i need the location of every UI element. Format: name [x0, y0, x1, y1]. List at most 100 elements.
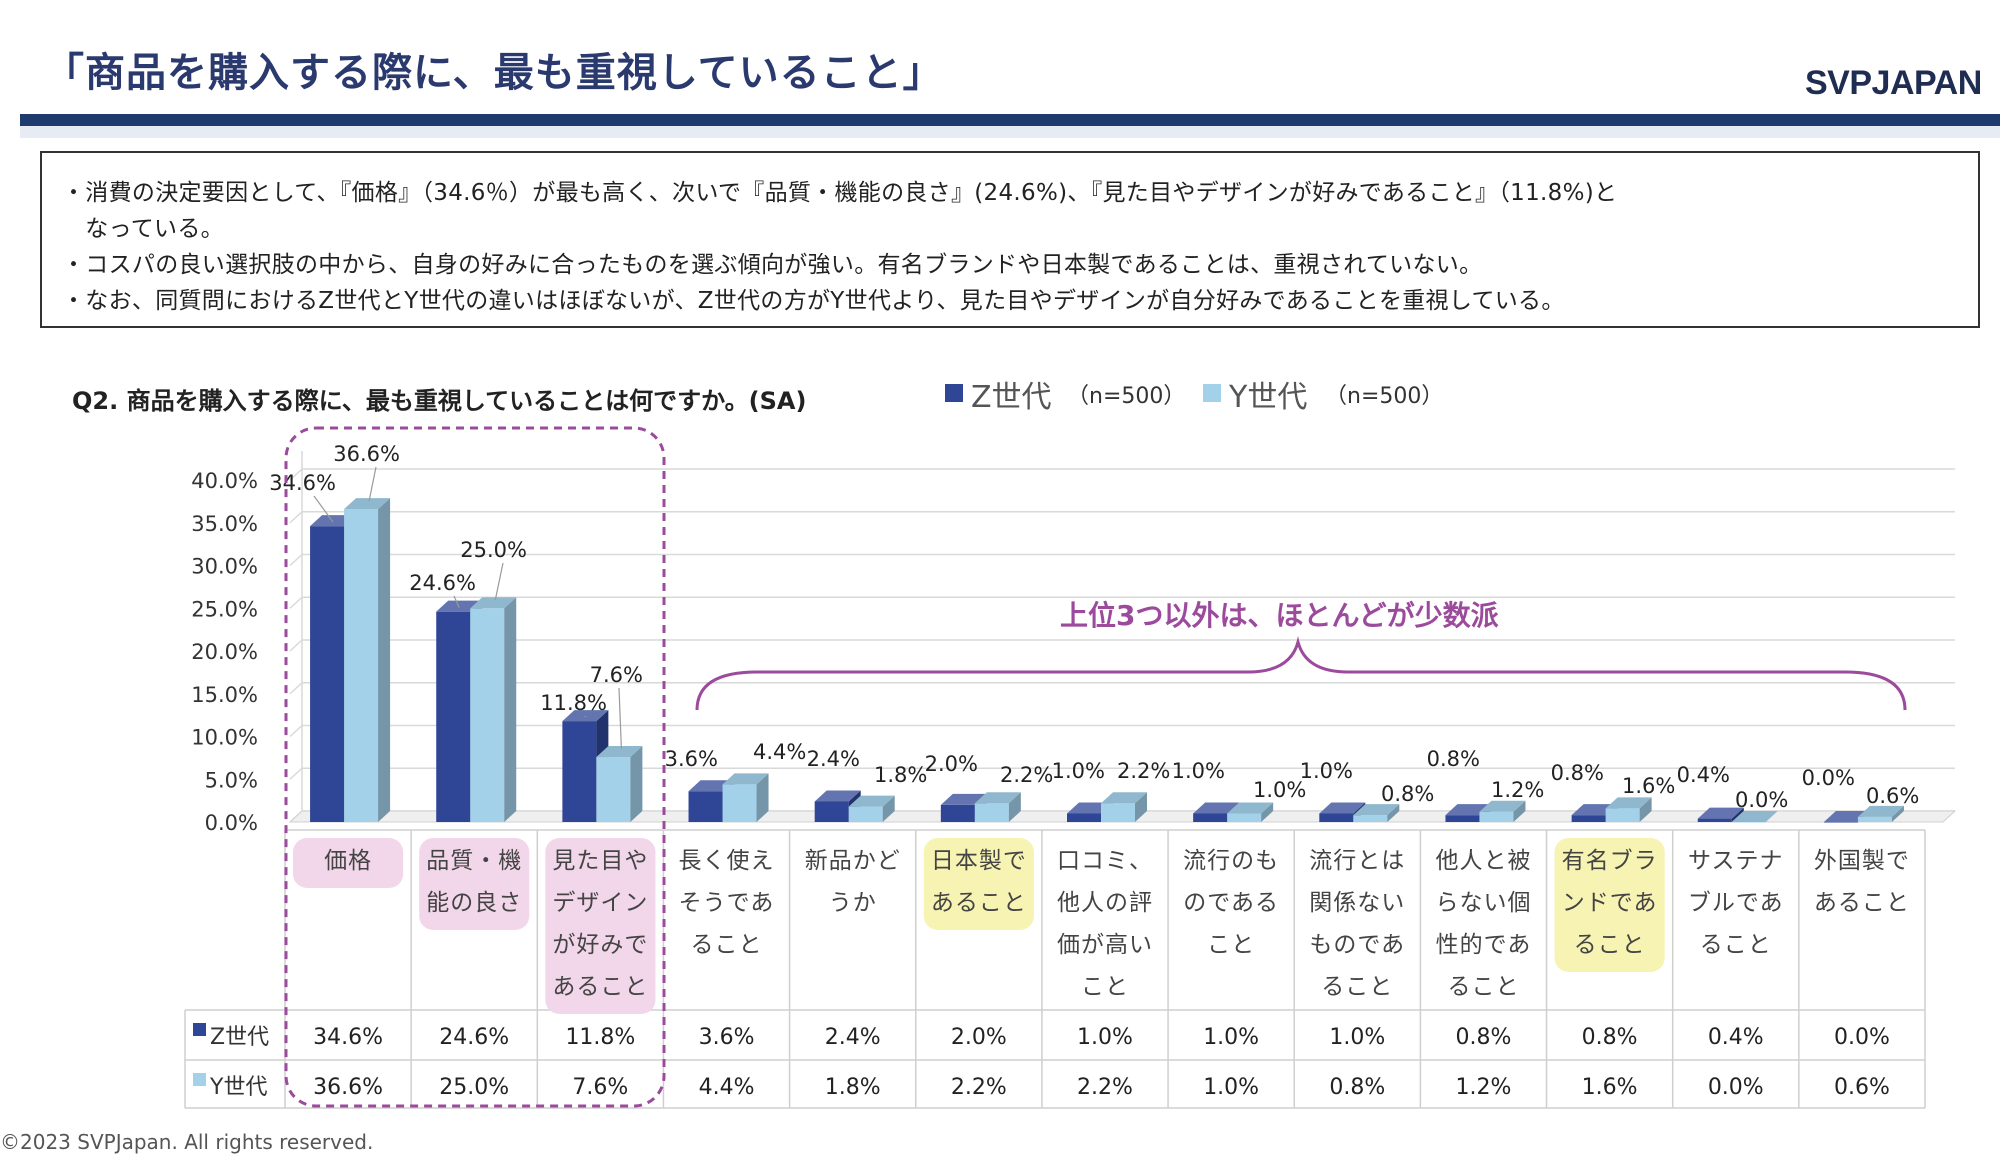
row-series-name: Z世代: [210, 1025, 269, 1050]
bar-front: [814, 801, 849, 822]
y-tick-label: 20.0%: [191, 640, 258, 664]
category-label: あること: [931, 890, 1027, 916]
category-label: 日本製で: [931, 848, 1027, 874]
table-value-y: 0.6%: [1834, 1075, 1890, 1100]
leader-line-z: [453, 595, 460, 608]
table-value-z: 0.8%: [1582, 1025, 1638, 1050]
table-value-z: 2.0%: [951, 1025, 1007, 1050]
category-label: 品質・機: [426, 848, 522, 874]
leader-line-y: [368, 466, 377, 502]
category-label: デザイン: [552, 890, 648, 916]
page-title: 「商品を購入する際に、最も重視していること」: [44, 50, 944, 96]
grouping-brace: [695, 636, 1907, 711]
table-value-z: 1.0%: [1329, 1025, 1385, 1050]
bar-side: [1227, 802, 1240, 822]
category-label: 能の良さ: [426, 890, 522, 916]
gridline-edge: [289, 639, 303, 652]
bar-top: [940, 793, 987, 805]
bar-side: [882, 795, 895, 822]
table-value-z: 24.6%: [439, 1025, 509, 1050]
legend-z: Z世代 （n=500）: [945, 372, 1185, 415]
leader-line-y: [618, 687, 622, 750]
bar-top: [1571, 804, 1618, 816]
bar-front: [1857, 816, 1892, 822]
bar-front: [974, 803, 1009, 822]
top3-dashed-box: [284, 426, 666, 1108]
table-value-y: 0.8%: [1329, 1075, 1385, 1100]
data-label-z: 11.8%: [540, 691, 607, 715]
bar-front: [722, 784, 757, 822]
bar-top: [1319, 802, 1366, 814]
bar-front: [344, 509, 379, 822]
summary-bullet: ・消費の決定要因として、『価格』（34.6％）が最も高く、次いで『品質・機能の良…: [62, 180, 1618, 206]
gridline-edge: [289, 810, 303, 823]
data-label-z: 34.6%: [269, 471, 336, 495]
bar-top: [1067, 802, 1113, 814]
gridline-edge: [289, 682, 303, 695]
category-label: 有名ブラ: [1562, 848, 1658, 874]
gridline-edge: [289, 468, 303, 481]
bar-top: [1479, 800, 1526, 812]
bar-front: [1353, 815, 1388, 822]
data-label-y: 1.2%: [1491, 778, 1544, 802]
bar-front: [470, 608, 505, 822]
category-highlight: [545, 838, 656, 1014]
bar-top: [1445, 804, 1492, 816]
bar-front: [848, 806, 883, 822]
category-label: こと: [1081, 974, 1129, 1000]
category-label: 流行のも: [1183, 848, 1279, 874]
table-value-y: 2.2%: [951, 1075, 1007, 1100]
bar-front: [1823, 822, 1858, 823]
table-value-y: 1.0%: [1203, 1075, 1259, 1100]
bar-front: [1697, 818, 1732, 822]
data-label-y: 1.8%: [874, 763, 927, 787]
bar-side: [470, 600, 483, 822]
data-label-z: 0.0%: [1802, 766, 1855, 790]
table-value-z: 3.6%: [699, 1025, 755, 1050]
data-label-y: 36.6%: [333, 442, 400, 466]
bar-side: [344, 515, 357, 822]
bar-side: [504, 597, 517, 822]
data-label-y: 0.0%: [1735, 788, 1788, 812]
y-tick-label: 10.0%: [191, 726, 258, 750]
data-label-y: 4.4%: [753, 740, 806, 764]
data-label-z: 1.0%: [1300, 759, 1353, 783]
bar-side: [1891, 805, 1904, 822]
bar-side: [1513, 800, 1526, 822]
question-text: Q2. 商品を購入する際に、最も重視していることは何ですか。(SA): [72, 387, 807, 415]
data-label-z: 2.4%: [807, 747, 860, 771]
table-value-z: 0.8%: [1456, 1025, 1512, 1050]
legend-z-swatch: [945, 384, 963, 402]
bar-front: [1193, 813, 1228, 822]
bar-top: [310, 515, 357, 527]
legend-y-name: Y世代: [1229, 380, 1308, 415]
bar-side: [1765, 811, 1778, 822]
category-label: ること: [1574, 932, 1646, 958]
table-value-z: 11.8%: [565, 1025, 635, 1050]
svp-japan-logo: SVPJAPAN: [1805, 64, 1982, 102]
category-label: 流行とは: [1309, 848, 1405, 874]
bar-top: [688, 780, 735, 792]
chart-floor: [288, 810, 1957, 823]
gridline-edge: [289, 596, 303, 609]
legend-z-name: Z世代: [971, 380, 1052, 415]
gridline-edge: [289, 724, 303, 738]
data-label-z: 0.4%: [1677, 763, 1730, 787]
bar-top: [1823, 811, 1870, 822]
data-label-y: 0.6%: [1866, 784, 1919, 808]
category-label: サステナ: [1688, 848, 1784, 874]
bar-front: [436, 611, 471, 822]
category-label: 長く使え: [679, 848, 775, 874]
category-label: 価が高い: [1057, 932, 1153, 958]
legend-y-n: （n=500）: [1325, 384, 1444, 409]
bar-top: [1605, 797, 1652, 809]
legend-y-swatch: [1203, 384, 1221, 402]
category-label: ること: [1447, 974, 1519, 1000]
bar-top: [1697, 807, 1744, 819]
table-value-z: 1.0%: [1203, 1025, 1259, 1050]
y-tick-label: 35.0%: [191, 512, 258, 536]
table-value-y: 2.2%: [1077, 1075, 1133, 1100]
category-label: あること: [1814, 890, 1910, 916]
bar-side: [596, 710, 609, 822]
category-label: うか: [829, 890, 877, 916]
